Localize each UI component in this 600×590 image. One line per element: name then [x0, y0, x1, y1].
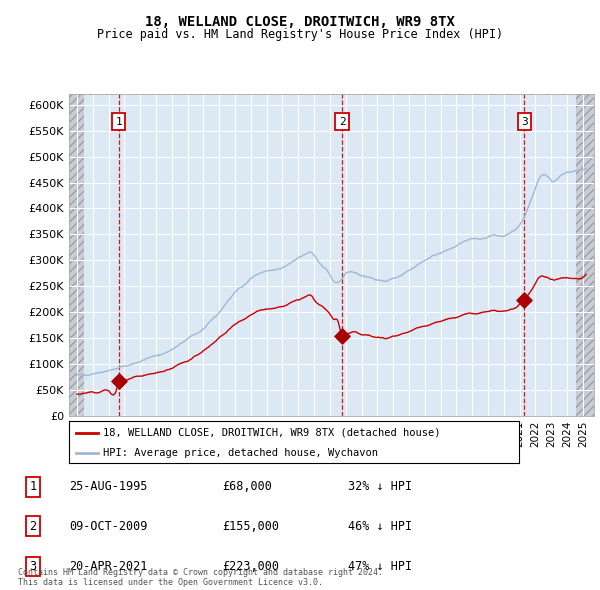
Text: 1: 1: [29, 480, 37, 493]
Point: [114, 376, 124, 385]
Bar: [69, 94, 84, 416]
Text: 1: 1: [115, 117, 122, 127]
Bar: [576, 94, 594, 416]
Text: HPI: Average price, detached house, Wychavon: HPI: Average price, detached house, Wych…: [103, 448, 378, 457]
Text: 46% ↓ HPI: 46% ↓ HPI: [348, 520, 412, 533]
Text: 2: 2: [29, 520, 37, 533]
Text: 32% ↓ HPI: 32% ↓ HPI: [348, 480, 412, 493]
Text: 18, WELLAND CLOSE, DROITWICH, WR9 8TX: 18, WELLAND CLOSE, DROITWICH, WR9 8TX: [145, 15, 455, 29]
Point: [520, 296, 529, 305]
Text: £155,000: £155,000: [222, 520, 279, 533]
Text: 20-APR-2021: 20-APR-2021: [69, 560, 148, 573]
Text: Price paid vs. HM Land Registry's House Price Index (HPI): Price paid vs. HM Land Registry's House …: [97, 28, 503, 41]
Text: 18, WELLAND CLOSE, DROITWICH, WR9 8TX (detached house): 18, WELLAND CLOSE, DROITWICH, WR9 8TX (d…: [103, 428, 440, 438]
Text: 09-OCT-2009: 09-OCT-2009: [69, 520, 148, 533]
Text: 2: 2: [339, 117, 346, 127]
Text: Contains HM Land Registry data © Crown copyright and database right 2024.
This d: Contains HM Land Registry data © Crown c…: [18, 568, 383, 587]
Text: £223,000: £223,000: [222, 560, 279, 573]
Text: 47% ↓ HPI: 47% ↓ HPI: [348, 560, 412, 573]
Text: 3: 3: [29, 560, 37, 573]
Text: 25-AUG-1995: 25-AUG-1995: [69, 480, 148, 493]
Text: £68,000: £68,000: [222, 480, 272, 493]
Point: [337, 331, 347, 340]
Text: 3: 3: [521, 117, 528, 127]
